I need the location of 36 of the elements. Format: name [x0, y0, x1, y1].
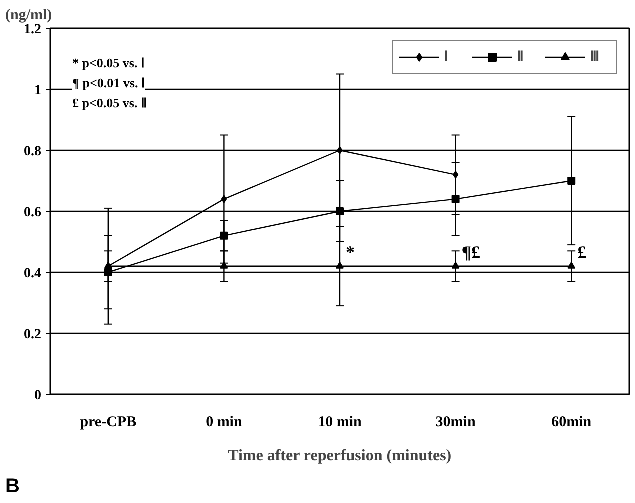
annotation: £ p<0.05 vs. Ⅱ	[72, 96, 147, 110]
x-tick-label: 60min	[552, 414, 592, 430]
point	[452, 195, 460, 204]
y-tick-label: 1.2	[24, 22, 42, 38]
point	[336, 208, 344, 216]
annotation: * p<0.05 vs. Ⅰ	[72, 56, 145, 70]
annotation: *	[346, 242, 355, 262]
y-tick-label: 1	[34, 84, 42, 98]
legend-label: Ⅰ	[444, 49, 449, 66]
x-tick-label: pre-CPB	[80, 414, 137, 430]
y-tick-label: 0.8	[24, 144, 42, 160]
y-tick-label: 0.2	[24, 328, 42, 342]
y-tick-label: 0	[34, 388, 42, 404]
annotation: ¶£	[462, 242, 481, 262]
x-axis-title: Time after reperfusion (minutes)	[228, 448, 452, 464]
text: B	[6, 476, 20, 498]
y-tick-label: 0.6	[24, 206, 42, 220]
legend-label: Ⅲ	[590, 49, 601, 66]
annotation: £	[578, 242, 587, 262]
x-tick-label: 10 min	[318, 414, 363, 430]
point	[452, 170, 459, 179]
point	[220, 262, 228, 269]
x-tick-label: 0 min	[206, 414, 243, 430]
point	[220, 232, 228, 240]
point	[221, 195, 228, 204]
point	[452, 262, 460, 269]
point	[568, 177, 576, 185]
y-axis-title: (ng/ml)	[6, 8, 52, 24]
point	[337, 146, 343, 154]
point	[104, 268, 112, 276]
x-tick-label: 30min	[436, 414, 476, 430]
point	[568, 262, 576, 269]
annotation: ¶ p<0.01 vs. Ⅰ	[72, 76, 146, 90]
y-tick-label: 0.4	[24, 266, 42, 282]
point	[336, 262, 344, 269]
legend-label: Ⅱ	[517, 49, 525, 66]
